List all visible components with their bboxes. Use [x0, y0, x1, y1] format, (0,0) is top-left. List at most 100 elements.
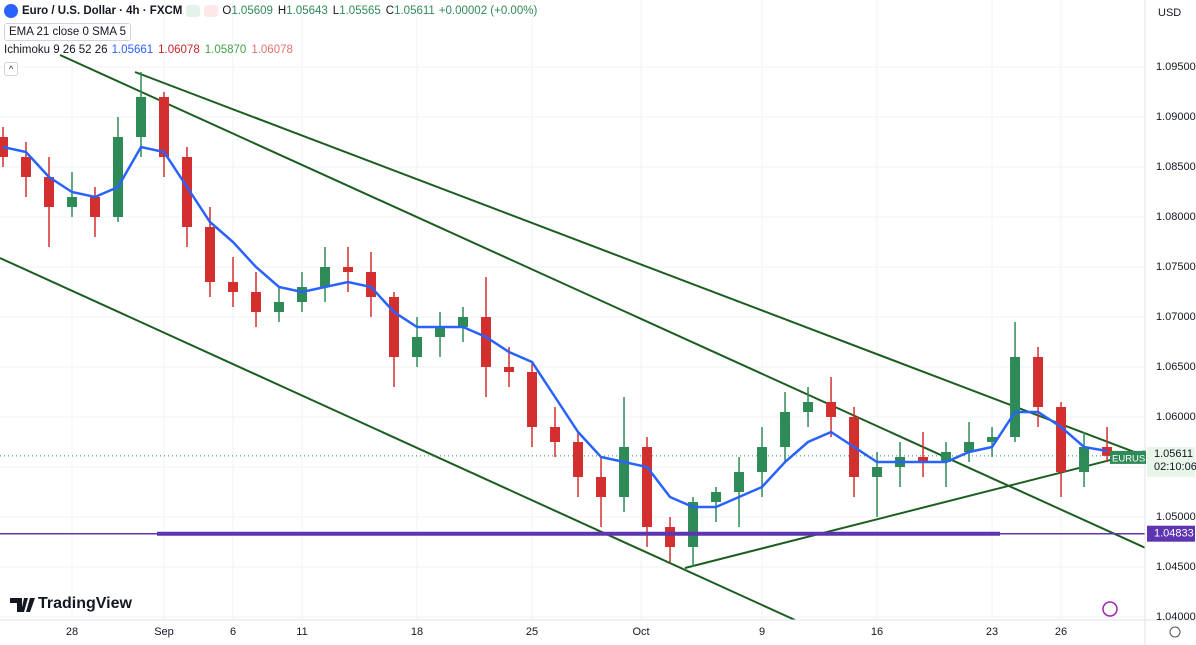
indicator-row: EMA 21 close 0 SMA 5 — [4, 23, 131, 41]
indicator-name[interactable]: Ichimoku 9 26 52 26 — [4, 44, 108, 56]
countdown: 02:10:06 — [1154, 461, 1196, 473]
tv-logo: TradingView — [10, 595, 133, 612]
x-tick-label: 11 — [296, 626, 307, 638]
y-tick-label: 1.06000 — [1156, 411, 1196, 423]
candle-body — [89, 197, 100, 217]
y-tick-label: 1.05000 — [1156, 511, 1196, 523]
x-tick-label: 28 — [66, 626, 78, 638]
hline-tag — [1147, 525, 1195, 542]
candle-body — [780, 412, 791, 447]
candle-body — [320, 267, 331, 287]
ohlc-value: 1.05611 — [394, 5, 435, 17]
ema-line — [2, 145, 1108, 509]
candle-body — [20, 157, 31, 177]
trend-lines — [0, 54, 1151, 621]
candle-body — [135, 97, 146, 137]
logo-text: TradingView — [38, 595, 133, 612]
x-tick-label: 9 — [759, 626, 765, 638]
y-tick-label: 1.08000 — [1156, 211, 1196, 223]
candle-body — [711, 492, 722, 502]
indicator-name[interactable]: EMA 21 close 0 SMA 5 — [4, 23, 131, 41]
candle-body — [1079, 447, 1090, 472]
x-tick-label: Oct — [632, 626, 649, 638]
candle-body — [274, 302, 285, 312]
candle-body — [228, 282, 239, 292]
candle-body — [481, 317, 492, 367]
ohlc-value: 1.05609 — [231, 5, 273, 17]
currency[interactable]: USD — [1158, 7, 1181, 19]
candle-body — [66, 197, 77, 207]
ohlc-item: O1.05609 — [222, 5, 273, 17]
candle-body — [297, 287, 308, 302]
candle-body — [181, 157, 192, 227]
ohlc-value: 1.05643 — [286, 5, 328, 17]
trend-line[interactable] — [0, 257, 796, 621]
candle-body — [458, 317, 469, 327]
time-axis-bg — [0, 620, 1196, 645]
change: +0.00002 (+0.00%) — [438, 5, 538, 17]
candle-body — [803, 402, 814, 412]
candle-body — [619, 447, 630, 497]
grid — [0, 0, 1145, 620]
candle-body — [665, 527, 676, 547]
legend-row: Euro / U.S. Dollar · 4h · FXCM O1.05609 H… — [4, 4, 537, 18]
trend-line[interactable] — [59, 54, 1151, 551]
candle-body — [1056, 407, 1067, 472]
indicator-value: 1.05870 — [204, 44, 247, 56]
candle-body — [688, 502, 699, 547]
collapse-button[interactable]: ^ — [4, 62, 19, 76]
candle-body — [596, 477, 607, 497]
candle-body — [158, 97, 169, 157]
x-tick-label: 6 — [230, 626, 236, 638]
y-tick-label: 1.09500 — [1156, 61, 1196, 73]
candle-body — [112, 137, 123, 217]
candle-body — [43, 177, 54, 207]
symbol[interactable]: Euro / U.S. Dollar · 4h · FXCM — [22, 5, 183, 17]
candle-body — [251, 292, 262, 312]
candle-body — [872, 467, 883, 477]
y-tick-label: 1.09000 — [1156, 111, 1196, 123]
ohlc-key: C — [385, 5, 395, 17]
candle-body — [734, 472, 745, 492]
indicator-row: Ichimoku 9 26 52 26 1.05661 1.06078 1.0587… — [4, 44, 293, 56]
trend-line[interactable] — [684, 449, 1151, 569]
candle-body — [1033, 357, 1044, 407]
ohlc-key: L — [332, 5, 340, 17]
candle-body — [642, 447, 653, 527]
y-tick-label: 1.08500 — [1156, 161, 1196, 173]
ohlc-key: H — [277, 5, 287, 17]
x-tick-label: 25 — [526, 626, 538, 638]
candle-body — [918, 457, 929, 462]
indicator-value: 1.06078 — [158, 44, 200, 56]
candles — [0, 72, 1113, 567]
assistant-icon[interactable] — [1102, 601, 1118, 617]
button[interactable] — [186, 5, 201, 17]
candle-body — [757, 447, 768, 472]
trend-line[interactable] — [134, 71, 1151, 459]
candle-body — [366, 272, 377, 297]
indicator-value: 1.05661 — [111, 44, 154, 56]
ohlc-item: L1.05565 — [333, 5, 381, 17]
candle-body — [504, 367, 515, 372]
symbol-tag: EURUSD — [1112, 453, 1152, 464]
last-price-label: 1.05611 — [1154, 448, 1193, 460]
y-tick-label: 1.07500 — [1156, 261, 1196, 273]
x-tick-label: Sep — [154, 626, 174, 638]
ohlc-item: H1.05643 — [278, 5, 328, 17]
candle-body — [435, 327, 446, 337]
candle-body — [389, 297, 400, 357]
candle-body — [573, 442, 584, 477]
candle-body — [550, 427, 561, 442]
hline-label: 1.04833 — [1154, 528, 1194, 540]
settings-icon[interactable] — [1169, 626, 1181, 638]
button[interactable] — [204, 5, 219, 17]
candle-body — [527, 372, 538, 427]
y-tick-label: 1.06500 — [1156, 361, 1196, 373]
candle-body — [343, 267, 354, 272]
y-tick-label: 1.04000 — [1156, 611, 1196, 623]
candle-body — [205, 227, 216, 282]
x-tick-label: 23 — [986, 626, 998, 638]
y-tick-label: 1.07000 — [1156, 311, 1196, 323]
